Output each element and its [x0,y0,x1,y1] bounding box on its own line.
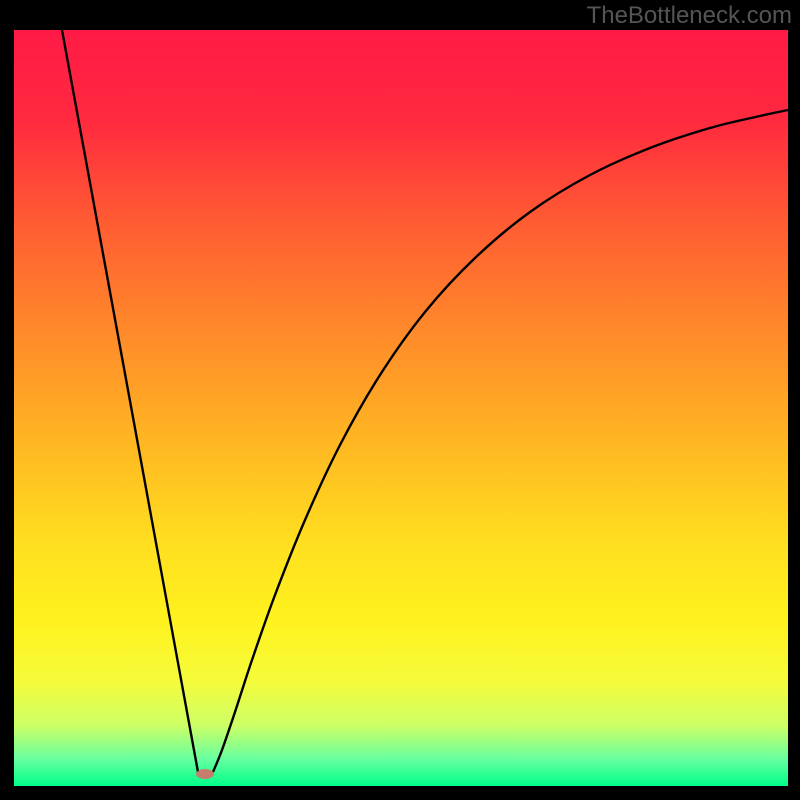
chart-svg [0,0,800,800]
minimum-marker [196,769,214,779]
bottleneck-chart: TheBottleneck.com [0,0,800,800]
watermark-text: TheBottleneck.com [587,2,792,30]
